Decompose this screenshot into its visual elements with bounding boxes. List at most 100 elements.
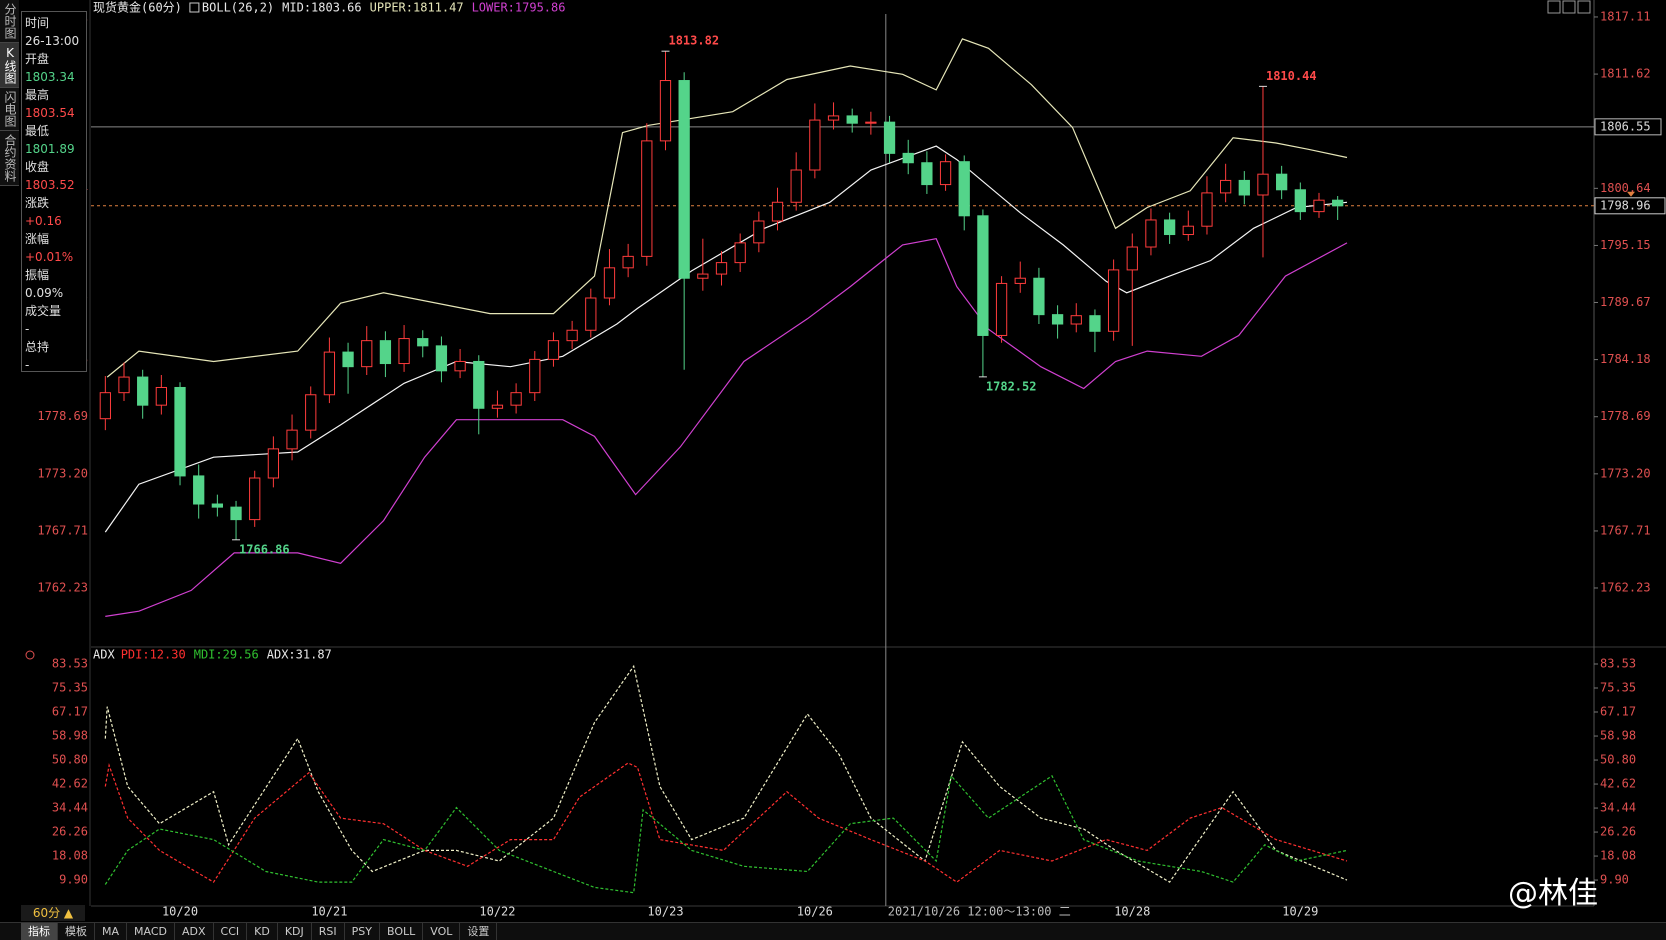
candle-body: [846, 115, 858, 124]
y-tick-label: 1789.67: [1600, 295, 1651, 309]
candle-body: [995, 282, 1008, 336]
indicator-line: [105, 238, 1348, 617]
candle-body: [1070, 315, 1082, 325]
candle-body: [529, 358, 541, 394]
boll-icon: [189, 2, 200, 13]
candle-body: [1238, 179, 1250, 196]
y-tick-label: 58.98: [52, 729, 88, 743]
candle-body: [1163, 219, 1176, 236]
side-tab[interactable]: 分时图: [0, 0, 19, 43]
crosshair-box: [1594, 118, 1662, 136]
y-tick-label: 1767.71: [1600, 523, 1651, 537]
candle-body: [99, 392, 111, 420]
candle-body: [939, 161, 952, 186]
candle-body: [1014, 277, 1026, 284]
candle-body: [977, 215, 989, 336]
bottom-tab[interactable]: ADX: [175, 923, 214, 940]
candle-body: [1033, 277, 1045, 316]
bottom-tab[interactable]: KDJ: [278, 923, 312, 940]
bottom-tab[interactable]: BOLL: [380, 923, 424, 940]
y-tick-label: 50.80: [52, 753, 88, 767]
candle-body: [566, 329, 578, 342]
info-panel: 时间 26-13:00 开盘 1803.34 最高 1803.54 最低 1801.89 收盘 1…: [21, 11, 87, 372]
candle-body: [902, 152, 914, 164]
candle-body: [1126, 246, 1138, 271]
header-text: MID:1803.66: [282, 1, 361, 15]
bottom-tab[interactable]: PSY: [345, 923, 380, 940]
candle-body: [118, 376, 130, 394]
side-tabs: 分时图 K线图 闪电图 合约资料: [0, 0, 19, 186]
info-value: 1803.34: [25, 70, 75, 84]
candle-body: [1182, 225, 1194, 236]
info-value: -: [25, 322, 30, 336]
candle-body: [398, 338, 410, 365]
bottom-tab[interactable]: KD: [247, 923, 278, 940]
extreme-label: 1766.86: [239, 542, 290, 556]
bottom-tab[interactable]: MACD: [127, 923, 175, 940]
window-icon[interactable]: [1577, 0, 1591, 14]
period-selector[interactable]: 60分 ▲: [21, 905, 85, 921]
y-tick-label: 18.08: [52, 849, 88, 863]
side-tab[interactable]: 合约资料: [0, 131, 19, 186]
bottom-tab[interactable]: CCI: [214, 923, 248, 940]
y-tick-label: 50.80: [1600, 753, 1636, 767]
window-icon[interactable]: [1547, 0, 1561, 14]
candle-body: [585, 297, 597, 331]
candle-body: [753, 220, 765, 244]
candle-body: [1145, 219, 1157, 248]
y-tick-label: 42.62: [1600, 777, 1636, 791]
extreme-label: 1782.52: [986, 379, 1037, 393]
bottom-tab[interactable]: MA: [95, 923, 128, 940]
y-tick-label: 1778.69: [1600, 409, 1651, 423]
candle-body: [1294, 189, 1306, 213]
info-label: 最高: [25, 88, 50, 102]
info-value: 1801.89: [25, 142, 75, 156]
last-price-arrow: [1627, 191, 1635, 197]
y-tick-label: 9.90: [59, 873, 88, 887]
candle-body: [827, 115, 840, 121]
side-tab[interactable]: K线图: [0, 43, 19, 88]
bottom-tab[interactable]: VOL: [423, 923, 461, 940]
indicator-line: [106, 38, 1348, 378]
candle-body: [249, 477, 261, 521]
indicator-settings[interactable]: [25, 650, 35, 660]
last-price-box: [1594, 197, 1666, 215]
candle-body: [174, 386, 186, 477]
x-tick-label: 10/26: [797, 905, 833, 919]
crosshair-price: 1806.55: [1600, 119, 1651, 133]
bottom-tab[interactable]: 指标: [21, 923, 58, 940]
candle-body: [715, 262, 728, 275]
candle-body: [1051, 314, 1064, 325]
candle-body: [137, 376, 149, 406]
x-tick-label: 10/21: [311, 905, 347, 919]
window-icon[interactable]: [1562, 0, 1576, 14]
bottom-tab[interactable]: 模板: [58, 923, 95, 940]
watermark: @林佳: [1508, 876, 1598, 911]
candle-body: [267, 448, 280, 479]
side-tab[interactable]: 闪电图: [0, 88, 19, 131]
y-tick-label: 42.62: [52, 777, 88, 791]
bottom-tab[interactable]: RSI: [312, 923, 345, 940]
indicator-line: [104, 664, 1348, 883]
x-tick-label: 10/28: [1114, 905, 1150, 919]
candle-body: [510, 392, 522, 406]
y-tick-label: 9.90: [1600, 873, 1629, 887]
candle-body: [473, 360, 485, 409]
candle-body: [417, 338, 429, 347]
info-label: 涨跌: [25, 196, 50, 210]
info-label: 收盘: [25, 160, 50, 174]
y-tick-label: 1773.20: [1600, 466, 1651, 480]
y-tick-label: 83.53: [52, 657, 88, 671]
x-tick-label: 10/29: [1282, 905, 1318, 919]
candle-body: [958, 161, 970, 217]
x-tick-label: 10/20: [162, 905, 198, 919]
x-tick-label: 10/22: [479, 905, 515, 919]
y-tick-label: 18.08: [1600, 849, 1636, 863]
y-tick-label: 26.26: [1600, 825, 1636, 839]
info-value: +0.16: [25, 214, 62, 228]
bottom-tab[interactable]: 设置: [460, 923, 498, 940]
candle-body: [622, 255, 634, 269]
candle-body: [603, 267, 616, 299]
candle-body: [1201, 192, 1213, 227]
